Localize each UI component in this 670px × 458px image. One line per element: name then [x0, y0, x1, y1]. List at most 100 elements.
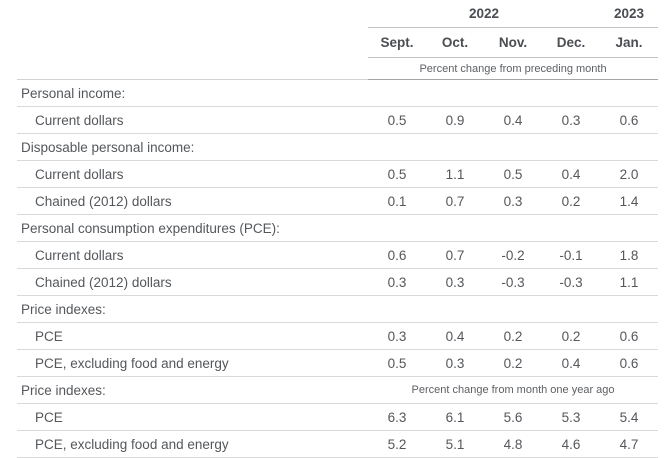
value-cell [600, 214, 659, 242]
row-label: Chained (2012) dollars [17, 187, 368, 215]
value-cell: 2.0 [600, 160, 659, 188]
section-row: Price indexes: [17, 295, 659, 323]
year-header-row: 2022 2023 [17, 0, 659, 28]
value-cell [484, 79, 542, 107]
row-label: Chained (2012) dollars [17, 268, 368, 296]
row-label: Personal income: [17, 79, 368, 107]
month-header-3: Nov. [484, 27, 542, 58]
value-cell: -0.1 [542, 241, 601, 269]
value-cell [426, 295, 484, 323]
value-cell: 0.9 [426, 106, 484, 134]
label-column-spacer [17, 28, 368, 58]
row-label: PCE [17, 403, 368, 431]
value-cell [484, 295, 542, 323]
value-cell: 6.3 [368, 403, 426, 431]
value-cell: 1.1 [426, 160, 484, 188]
section-row: Personal consumption expenditures (PCE): [17, 214, 659, 242]
row-label: PCE [17, 322, 368, 350]
value-cell [600, 133, 659, 161]
row-label: Price indexes: [17, 376, 368, 404]
month-header-row: Sept. Oct. Nov. Dec. Jan. [17, 27, 659, 58]
unit-caption: Percent change from preceding month [368, 57, 659, 80]
value-cell: 0.6 [600, 106, 659, 134]
year-header-2023: 2023 [600, 0, 659, 28]
value-cell [542, 295, 601, 323]
value-cell [600, 79, 659, 107]
month-header-1: Sept. [368, 27, 426, 58]
value-cell: 5.4 [600, 403, 659, 431]
value-cell: 0.4 [542, 349, 601, 377]
value-cell [600, 295, 659, 323]
value-cell [542, 79, 601, 107]
value-cell [368, 295, 426, 323]
value-cell: 5.6 [484, 403, 542, 431]
value-cell: 0.2 [542, 322, 601, 350]
value-cell [426, 79, 484, 107]
row-label: PCE, excluding food and energy [17, 430, 368, 458]
value-cell: 0.6 [600, 349, 659, 377]
row-label: Current dollars [17, 241, 368, 269]
value-cell: 0.5 [368, 349, 426, 377]
value-cell [426, 133, 484, 161]
value-cell: 0.4 [426, 322, 484, 350]
value-cell: 6.1 [426, 403, 484, 431]
value-cell: 0.6 [368, 241, 426, 269]
value-cell: 5.3 [542, 403, 601, 431]
value-cell: -0.3 [484, 268, 542, 296]
value-cell: 0.2 [484, 322, 542, 350]
label-column-spacer [17, 0, 368, 28]
data-row: Current dollars 0.5 1.1 0.5 0.4 2.0 [17, 160, 659, 188]
label-column-spacer [17, 57, 368, 80]
value-cell: 4.7 [600, 430, 659, 458]
value-cell [484, 214, 542, 242]
value-cell: 0.4 [484, 106, 542, 134]
value-cell: 0.7 [426, 187, 484, 215]
row-label: PCE, excluding food and energy [17, 349, 368, 377]
table-body: Personal income: Current dollars 0.5 0.9 0.4… [17, 79, 659, 458]
value-cell: 0.5 [368, 160, 426, 188]
value-cell: 4.8 [484, 430, 542, 458]
data-row: Chained (2012) dollars 0.1 0.7 0.3 0.2 1.4 [17, 187, 659, 215]
value-cell: 0.3 [542, 106, 601, 134]
value-cell [542, 133, 601, 161]
month-header-4: Dec. [542, 27, 601, 58]
data-row: Current dollars 0.6 0.7 -0.2 -0.1 1.8 [17, 241, 659, 269]
value-cell: 0.4 [542, 160, 601, 188]
value-cell: 0.2 [542, 187, 601, 215]
value-cell [426, 214, 484, 242]
value-cell: -0.3 [542, 268, 601, 296]
data-row: PCE 0.3 0.4 0.2 0.2 0.6 [17, 322, 659, 350]
value-cell: 0.2 [484, 349, 542, 377]
value-cell: 0.6 [600, 322, 659, 350]
value-cell: 0.5 [484, 160, 542, 188]
value-cell: 0.3 [426, 349, 484, 377]
data-row: PCE 6.3 6.1 5.6 5.3 5.4 [17, 403, 659, 431]
personal-income-table: 2022 2023 Sept. Oct. Nov. Dec. Jan. Percent … [17, 0, 659, 458]
table-header: 2022 2023 Sept. Oct. Nov. Dec. Jan. Percent … [17, 0, 659, 80]
value-cell [542, 214, 601, 242]
value-cell: 0.5 [368, 106, 426, 134]
value-cell: 4.6 [542, 430, 601, 458]
value-cell [368, 133, 426, 161]
value-cell: 1.1 [600, 268, 659, 296]
data-row: PCE, excluding food and energy 0.5 0.3 0.2 0… [17, 349, 659, 377]
value-cell: -0.2 [484, 241, 542, 269]
data-row: Chained (2012) dollars 0.3 0.3 -0.3 -0.3 1.1 [17, 268, 659, 296]
row-label: Current dollars [17, 160, 368, 188]
value-cell: 0.3 [368, 268, 426, 296]
month-header-2: Oct. [426, 27, 484, 58]
value-cell: 0.1 [368, 187, 426, 215]
row-label: Disposable personal income: [17, 133, 368, 161]
data-row: PCE, excluding food and energy 5.2 5.1 4.8 4… [17, 430, 659, 458]
value-cell: 1.4 [600, 187, 659, 215]
section-row: Price indexes: Percent change from month … [17, 376, 659, 404]
value-cell: 0.3 [484, 187, 542, 215]
value-cell [368, 79, 426, 107]
unit-caption: Percent change from month one year ago [368, 376, 659, 404]
value-cell: 5.2 [368, 430, 426, 458]
data-row: Current dollars 0.5 0.9 0.4 0.3 0.6 [17, 106, 659, 134]
month-header-5: Jan. [600, 27, 659, 58]
unit-caption-row: Percent change from preceding month [17, 57, 659, 80]
row-label: Price indexes: [17, 295, 368, 323]
